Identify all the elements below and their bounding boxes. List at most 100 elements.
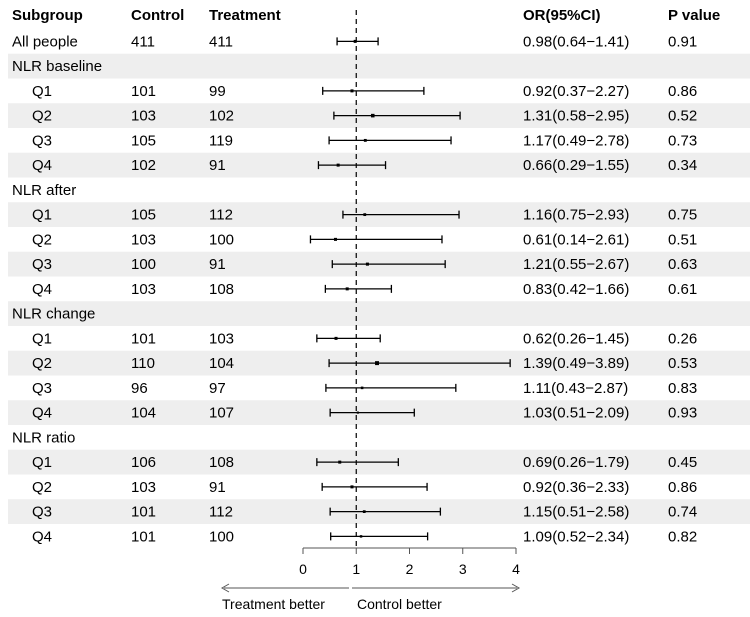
control-count: 101 — [131, 528, 156, 545]
or-point — [365, 262, 369, 266]
or-ci-value: 1.15(0.51−2.58) — [523, 504, 629, 521]
group-label: NLR ratio — [12, 429, 75, 446]
treatment-count: 91 — [209, 157, 226, 174]
arrow-right-icon — [511, 583, 521, 593]
x-tick-label: 2 — [406, 561, 414, 577]
p-value: 0.73 — [668, 132, 697, 149]
p-value: 0.91 — [668, 33, 697, 50]
table-row: Q2 103 91 0.92(0.36−2.33) 0.86 — [32, 479, 697, 496]
or-point — [359, 535, 363, 538]
table-row: Q4 102 91 0.66(0.29−1.55) 0.34 — [32, 157, 697, 174]
control-count: 101 — [131, 330, 156, 347]
subgroup-label: Q4 — [32, 405, 52, 422]
group-label: NLR change — [12, 306, 95, 323]
subgroup-label: All people — [12, 33, 78, 50]
or-point — [336, 163, 340, 167]
subgroup-label: Q1 — [32, 83, 52, 100]
control-count: 101 — [131, 504, 156, 521]
table-row: Q4 101 100 1.09(0.52−2.34) 0.82 — [32, 528, 697, 545]
subgroup-label: Q2 — [32, 231, 52, 248]
table-row: Q2 103 100 0.61(0.14−2.61) 0.51 — [32, 231, 697, 248]
control-count: 101 — [131, 83, 156, 100]
arrow-left-icon — [220, 583, 230, 593]
treatment-count: 108 — [209, 454, 234, 471]
control-count: 102 — [131, 157, 156, 174]
treatment-count: 91 — [209, 479, 226, 496]
treatment-count: 104 — [209, 355, 234, 372]
row-stripe — [8, 301, 750, 326]
or-ci-value: 0.69(0.26−1.79) — [523, 454, 629, 471]
direction-legend: Treatment better Control better — [220, 583, 521, 612]
p-value: 0.86 — [668, 83, 697, 100]
p-value: 0.51 — [668, 231, 697, 248]
p-value: 0.86 — [668, 479, 697, 496]
table-row: Q3 105 119 1.17(0.49−2.78) 0.73 — [32, 132, 697, 149]
control-count: 105 — [131, 132, 156, 149]
row-stripe — [8, 53, 750, 79]
or-point — [360, 386, 364, 390]
table-row: Q3 96 97 1.11(0.43−2.87) 0.83 — [32, 380, 697, 397]
treatment-count: 119 — [209, 132, 233, 149]
or-ci-value: 1.03(0.51−2.09) — [523, 405, 629, 422]
treatment-count: 112 — [209, 504, 233, 521]
or-point — [333, 237, 337, 241]
subgroup-label: Q3 — [32, 380, 52, 397]
group-header-row: NLR baseline — [12, 58, 102, 75]
subgroup-label: Q2 — [32, 355, 52, 372]
p-value: 0.45 — [668, 454, 697, 471]
table-row: Q2 103 102 1.31(0.58−2.95) 0.52 — [32, 108, 697, 125]
subgroup-label: Q3 — [32, 132, 52, 149]
table-row: Q4 103 108 0.83(0.42−1.66) 0.61 — [32, 281, 697, 298]
p-value: 0.93 — [668, 405, 697, 422]
subgroup-label: Q4 — [32, 528, 52, 545]
or-point — [363, 213, 367, 217]
treatment-count: 107 — [209, 405, 234, 422]
or-ci-value: 0.92(0.37−2.27) — [523, 83, 629, 100]
x-tick-label: 4 — [512, 561, 520, 577]
treatment-count: 100 — [209, 231, 234, 248]
subgroup-label: Q4 — [32, 281, 52, 298]
or-ci-value: 1.17(0.49−2.78) — [523, 132, 629, 149]
header-subgroup: Subgroup — [12, 7, 83, 24]
control-count: 103 — [131, 479, 156, 496]
x-tick-label: 3 — [459, 561, 467, 577]
p-value: 0.53 — [668, 355, 697, 372]
group-header-row: NLR change — [12, 306, 95, 323]
or-point — [334, 336, 338, 340]
control-count: 104 — [131, 405, 156, 422]
group-label: NLR baseline — [12, 58, 102, 75]
treatment-count: 99 — [209, 83, 226, 100]
or-ci-value: 0.98(0.64−1.41) — [523, 33, 629, 50]
subgroup-label: Q1 — [32, 330, 52, 347]
or-point — [345, 287, 349, 291]
control-count: 110 — [131, 355, 155, 372]
table-row: Q1 105 112 1.16(0.75−2.93) 0.75 — [32, 207, 697, 224]
table-row: Q4 104 107 1.03(0.51−2.09) 0.93 — [32, 405, 697, 422]
control-count: 105 — [131, 207, 156, 224]
control-count: 103 — [131, 231, 156, 248]
treatment-count: 411 — [209, 33, 233, 50]
header-p-value: P value — [668, 7, 720, 24]
or-point — [338, 460, 342, 464]
x-axis: 0 1 2 3 4 — [299, 547, 520, 577]
control-count: 96 — [131, 380, 148, 397]
treatment-count: 100 — [209, 528, 234, 545]
table-row: Q3 101 112 1.15(0.51−2.58) 0.74 — [32, 504, 697, 521]
table-row: Q1 101 99 0.92(0.37−2.27) 0.86 — [32, 83, 697, 100]
p-value: 0.83 — [668, 380, 697, 397]
table-row: Q2 110 104 1.39(0.49−3.89) 0.53 — [32, 355, 697, 372]
subgroup-label: Q3 — [32, 256, 52, 273]
or-point — [363, 138, 367, 142]
table-row: Q1 106 108 0.69(0.26−1.79) 0.45 — [32, 454, 697, 471]
header-or-ci: OR(95%CI) — [523, 7, 601, 24]
or-ci-value: 1.09(0.52−2.34) — [523, 528, 629, 545]
control-count: 100 — [131, 256, 156, 273]
p-value: 0.26 — [668, 330, 697, 347]
control-count: 103 — [131, 281, 156, 298]
or-point — [362, 510, 366, 513]
plot-area — [309, 10, 511, 548]
subgroup-label: Q2 — [32, 108, 52, 125]
p-value: 0.82 — [668, 528, 697, 545]
p-value: 0.75 — [668, 207, 697, 224]
table-rows: All people 411 411 0.98(0.64−1.41) 0.91 NLR b… — [12, 33, 697, 545]
